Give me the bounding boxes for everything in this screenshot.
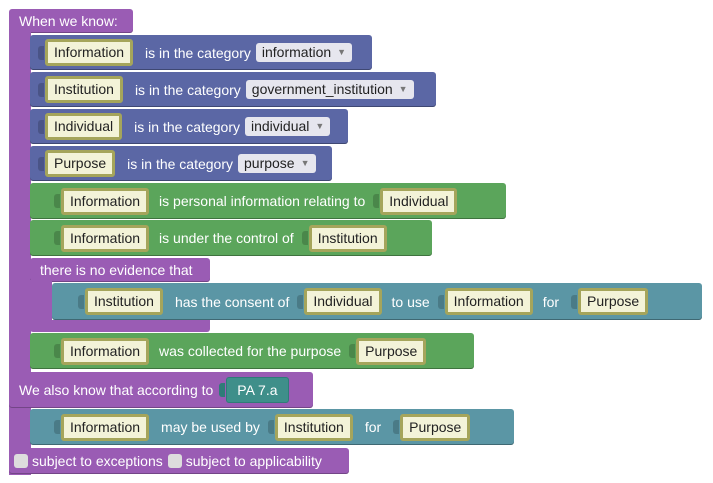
variable-individual[interactable]: Individual [380,187,458,215]
category-label: is in the category [145,44,251,61]
variable-slot: Purpose [349,337,427,365]
variable-slot: Individual [373,187,458,215]
variable-information[interactable]: Information [61,224,150,252]
chevron-down-icon: ▼ [315,121,325,131]
category-block-individual[interactable]: Individual is in the category individual… [30,109,348,144]
variable-slot: Information [38,39,134,66]
reference-slot: PA 7.a [219,377,289,403]
rule-block[interactable]: When we know: [9,9,133,33]
category-dropdown-institution[interactable]: government_institution ▼ [245,80,414,99]
exceptions-label: subject to exceptions [32,453,163,469]
category-label: is in the category [134,118,240,135]
category-block-institution[interactable]: Institution is in the category governmen… [30,72,436,107]
no-evidence-spine [30,280,52,324]
variable-slot: Institution [267,413,353,441]
relation-label: is personal information relating to [159,193,366,209]
relation-label: has the consent of [174,293,290,310]
when-label: When we know: [19,13,118,29]
chevron-down-icon: ▼ [300,158,310,168]
rule-block-spine [9,30,31,475]
variable-purpose[interactable]: Purpose [356,337,427,365]
relation-label: for [542,293,560,310]
also-know-block[interactable]: We also know that according to PA 7.a [9,372,313,408]
control-block[interactable]: Information is under the control of Inst… [30,220,432,256]
category-dropdown-individual[interactable]: individual ▼ [245,117,331,136]
relation-label: was collected for the purpose [159,343,342,359]
variable-individual[interactable]: Individual [45,113,123,140]
variable-institution[interactable]: Institution [45,76,123,103]
variable-slot: Information [437,288,533,315]
consent-block[interactable]: Institution has the consent of Individua… [52,283,702,320]
exceptions-checkbox[interactable] [14,454,28,468]
variable-slot: Individual [38,113,123,140]
relation-label: may be used by [161,419,260,435]
relation-label: for [364,419,382,435]
variable-information[interactable]: Information [61,337,150,365]
category-block-purpose[interactable]: Purpose is in the category purpose ▼ [30,146,332,181]
variable-slot: Information [54,413,150,441]
personal-information-block[interactable]: Information is personal information rela… [30,183,506,219]
variable-slot: Purpose [38,150,116,177]
variable-purpose[interactable]: Purpose [45,150,116,177]
variable-information[interactable]: Information [61,187,150,215]
variable-information[interactable]: Information [61,413,150,441]
may-use-block[interactable]: Information may be used by Institution f… [30,409,514,445]
variable-slot: Institution [38,76,123,103]
applicability-label: subject to applicability [185,453,322,469]
variable-slot: Institution [301,224,387,252]
chevron-down-icon: ▼ [398,84,408,94]
variable-institution[interactable]: Institution [85,288,163,315]
variable-purpose[interactable]: Purpose [400,413,471,441]
chevron-down-icon: ▼ [337,47,347,57]
variable-institution[interactable]: Institution [308,224,387,252]
category-dropdown-information[interactable]: information ▼ [255,43,353,62]
variable-information[interactable]: Information [45,39,134,66]
variable-slot: Purpose [393,413,471,441]
variable-slot: Information [54,187,150,215]
relation-label: to use [391,293,430,310]
no-evidence-block[interactable]: there is no evidence that [30,258,210,282]
collected-block[interactable]: Information was collected for the purpos… [30,333,474,369]
footer-bar: subject to exceptions subject to applica… [9,448,349,474]
category-label: is in the category [134,81,241,98]
also-know-label: We also know that according to [19,382,214,398]
variable-slot: Information [54,337,150,365]
variable-slot: Information [54,224,150,252]
variable-slot: Institution [78,288,163,315]
variable-slot: Individual [297,288,382,315]
variable-individual[interactable]: Individual [304,288,382,315]
no-evidence-bottom [30,320,210,332]
no-evidence-label: there is no evidence that [40,262,193,278]
reference-literal[interactable]: PA 7.a [226,377,289,403]
relation-label: is under the control of [159,230,294,246]
variable-slot: Purpose [571,288,649,315]
category-dropdown-purpose[interactable]: purpose ▼ [238,154,316,173]
applicability-checkbox[interactable] [167,454,182,468]
category-block-information[interactable]: Information is in the category informati… [30,35,372,70]
category-label: is in the category [127,155,233,172]
variable-information[interactable]: Information [444,288,533,315]
variable-purpose[interactable]: Purpose [578,288,649,315]
variable-institution[interactable]: Institution [274,413,353,441]
